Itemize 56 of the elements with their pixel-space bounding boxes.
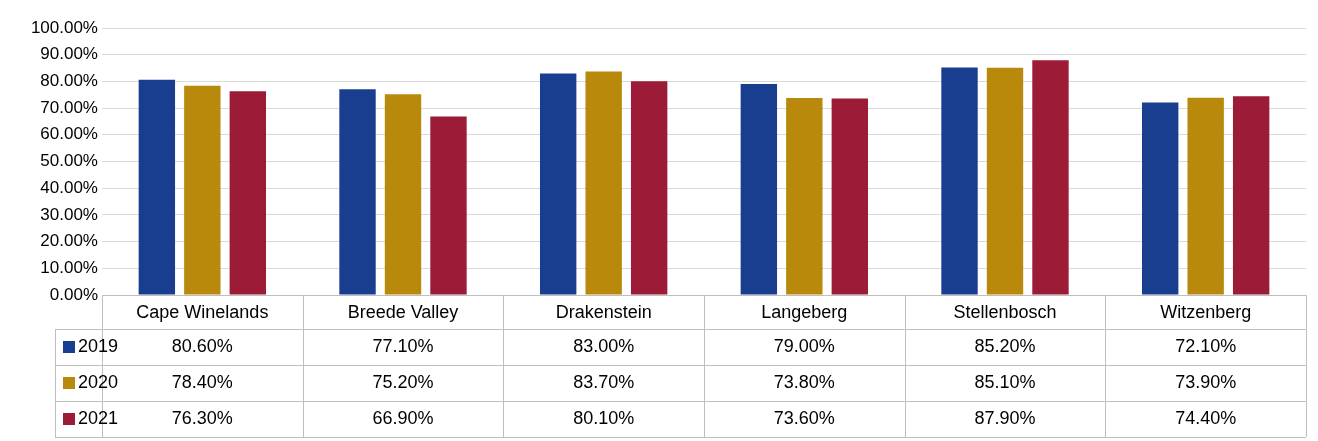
data-label: 73.80% [773, 371, 835, 392]
bar [138, 79, 176, 295]
bar [831, 98, 869, 295]
x-tick-label: Cape Winelands [136, 301, 269, 322]
data-label: 79.00% [773, 335, 835, 356]
data-label: 75.20% [372, 371, 434, 392]
bar [1232, 96, 1270, 295]
bar [539, 73, 577, 295]
legend-label: 2019 [78, 335, 119, 356]
data-label: 80.10% [573, 407, 635, 428]
y-tick-label: 50.00% [40, 151, 98, 171]
data-label: 80.60% [171, 335, 233, 356]
bar [630, 81, 668, 295]
bar [986, 67, 1024, 295]
y-tick-label: 90.00% [40, 44, 98, 64]
y-tick-label: 80.00% [40, 71, 98, 91]
bar [740, 84, 778, 295]
y-tick-label: 20.00% [40, 231, 98, 251]
data-label: 73.90% [1175, 371, 1237, 392]
data-label: 83.70% [573, 371, 635, 392]
y-tick-label: 30.00% [40, 204, 98, 224]
x-tick-label: Stellenbosch [953, 301, 1057, 322]
bar [1187, 97, 1224, 295]
bar [1141, 102, 1179, 295]
bar [1032, 60, 1069, 295]
y-tick-label: 70.00% [40, 97, 98, 117]
data-label: 73.60% [773, 407, 835, 428]
y-tick-label: 0.00% [49, 284, 98, 304]
data-label: 74.40% [1175, 407, 1237, 428]
data-label: 85.10% [974, 371, 1036, 392]
data-label: 76.30% [171, 407, 233, 428]
y-tick-label: 60.00% [40, 124, 98, 144]
y-tick-label: 40.00% [40, 177, 98, 197]
bar [184, 85, 221, 295]
data-label: 87.90% [974, 407, 1036, 428]
bar [430, 116, 467, 295]
y-tick-label: 10.00% [40, 257, 98, 277]
legend-label: 2021 [78, 407, 119, 428]
bar [585, 71, 622, 295]
bar [941, 67, 978, 295]
data-label: 77.10% [372, 335, 434, 356]
data-label: 66.90% [372, 407, 434, 428]
legend-label: 2020 [78, 371, 119, 392]
bar [339, 89, 376, 295]
bar [786, 97, 823, 295]
y-tick-label: 100.00% [30, 17, 98, 37]
bar [229, 91, 267, 295]
x-tick-label: Witzenberg [1160, 301, 1252, 322]
data-label: 85.20% [974, 335, 1036, 356]
x-tick-label: Langeberg [761, 301, 848, 322]
data-label: 83.00% [573, 335, 635, 356]
x-tick-label: Breede Valley [347, 301, 459, 322]
data-label: 72.10% [1175, 335, 1237, 356]
data-label: 78.40% [171, 371, 233, 392]
x-tick-label: Drakenstein [555, 301, 652, 322]
bar [384, 94, 422, 295]
